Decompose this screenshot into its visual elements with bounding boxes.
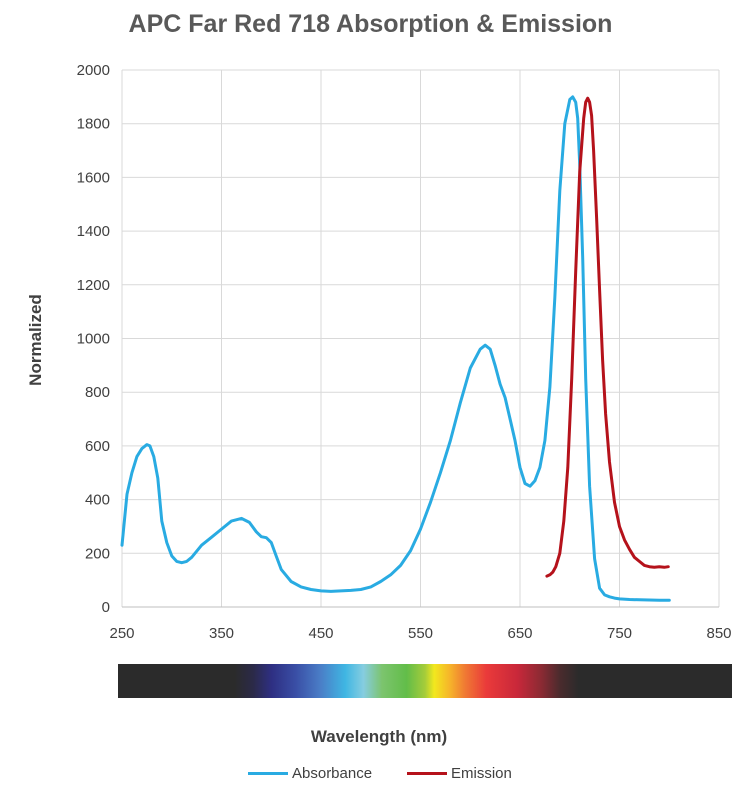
series-line-absorbance	[120, 95, 671, 602]
y-tick-label: 0	[102, 599, 110, 616]
y-tick-label: 800	[85, 384, 110, 401]
legend-item-emission: Emission	[407, 765, 512, 782]
y-tick-label: 600	[85, 438, 110, 455]
x-tick-label: 550	[408, 625, 433, 642]
x-tick-label: 650	[507, 625, 532, 642]
x-tick-label: 450	[308, 625, 333, 642]
y-tick-label: 1800	[77, 116, 110, 133]
gridlines	[121, 69, 720, 608]
chart-title: APC Far Red 718 Absorption & Emission	[128, 10, 613, 38]
legend-swatch-emission	[407, 772, 447, 775]
y-tick-label: 400	[85, 492, 110, 509]
x-tick-label: 850	[706, 625, 731, 642]
y-tick-label: 1400	[77, 223, 110, 240]
y-tick-label: 1200	[77, 277, 110, 294]
wavelength-spectrum-bar	[118, 664, 732, 698]
legend-label-emission: Emission	[451, 765, 512, 782]
data-lines	[120, 95, 671, 602]
legend-swatch-absorbance	[248, 772, 288, 775]
y-tick-label: 1600	[77, 169, 110, 186]
series-line-emission	[545, 96, 670, 578]
x-tick-label: 250	[109, 625, 134, 642]
legend-item-absorbance: Absorbance	[248, 765, 372, 782]
y-tick-label: 200	[85, 545, 110, 562]
x-axis-title: Wavelength (nm)	[310, 727, 448, 746]
legend-label-absorbance: Absorbance	[292, 765, 373, 782]
y-tick-label: 1000	[77, 331, 110, 348]
x-tick-label: 750	[607, 625, 632, 642]
y-tick-label: 2000	[77, 62, 110, 79]
x-tick-label: 350	[209, 625, 234, 642]
tick-labels: 0 200 400 600 800 1000 1200 1400 1600 1800 2000 250…	[77, 62, 732, 642]
y-axis-title: Normalized	[26, 294, 45, 386]
